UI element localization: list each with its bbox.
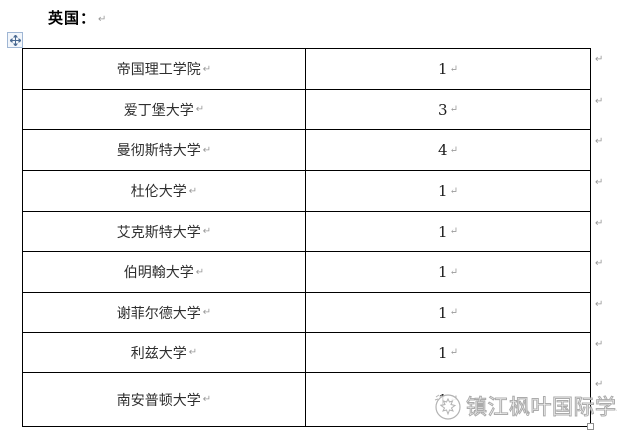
university-name: 南安普顿大学 <box>116 392 201 409</box>
universities-table: 帝国理工学院 ↵ 1 ↵ 爱丁堡大学 ↵ 3 ↵ 曼彻斯特大学 ↵ 4 ↵ 杜伦大学 ↵ 1 ↵… <box>22 48 591 427</box>
university-name: 谢菲尔德大学 <box>116 305 201 322</box>
count-value: 1 <box>438 390 448 409</box>
cell-count[interactable]: 1 ↵ <box>306 212 590 251</box>
cell-university[interactable]: 帝国理工学院 ↵ <box>23 49 306 89</box>
row-end-mark-icon: ↵ <box>595 177 604 188</box>
table-resize-handle[interactable] <box>587 423 594 430</box>
row-end-mark-icon: ↵ <box>595 96 604 107</box>
paragraph-mark-icon: ↵ <box>449 63 458 75</box>
paragraph-mark-icon: ↵ <box>98 14 108 25</box>
cell-count[interactable]: 4 ↵ <box>306 130 590 170</box>
paragraph-mark-icon: ↵ <box>449 266 458 278</box>
cell-university[interactable]: 杜伦大学 ↵ <box>23 171 306 211</box>
university-name: 曼彻斯特大学 <box>116 143 201 159</box>
paragraph-mark-icon: ↵ <box>202 226 212 237</box>
cell-university[interactable]: 曼彻斯特大学 ↵ <box>23 130 306 170</box>
paragraph-mark-icon: ↵ <box>188 347 198 358</box>
row-end-mark-icon: ↵ <box>595 54 604 65</box>
cell-count[interactable]: 1 ↵ <box>306 171 590 211</box>
paragraph-mark-icon: ↵ <box>195 104 205 115</box>
paragraph-mark-icon: ↵ <box>449 394 458 405</box>
table-row: 帝国理工学院 ↵ 1 ↵ <box>23 49 590 90</box>
row-end-mark-icon: ↵ <box>595 218 604 229</box>
row-end-mark-icon: ↵ <box>595 258 604 269</box>
count-value: 3 <box>438 100 448 119</box>
university-name: 爱丁堡大学 <box>123 102 194 119</box>
table-row: 谢菲尔德大学 ↵ 1 ↵ <box>23 293 590 333</box>
row-end-mark-icon: ↵ <box>595 339 604 350</box>
paragraph-mark-icon: ↵ <box>202 394 212 405</box>
cell-count[interactable]: 1 ↵ <box>306 49 590 89</box>
cell-university[interactable]: 利兹大学 ↵ <box>23 333 306 372</box>
paragraph-mark-icon: ↵ <box>449 104 458 115</box>
cell-count[interactable]: 1 ↵ <box>306 373 590 426</box>
cell-university[interactable]: 伯明翰大学 ↵ <box>23 252 306 292</box>
paragraph-mark-icon: ↵ <box>449 185 458 197</box>
heading-uk[interactable]: 英国： ↵ <box>48 7 107 28</box>
table-row: 南安普顿大学 ↵ 1 ↵ <box>23 373 590 426</box>
table-row: 爱丁堡大学 ↵ 3 ↵ <box>23 90 590 130</box>
university-name: 利兹大学 <box>130 345 187 362</box>
cell-university[interactable]: 艾克斯特大学 ↵ <box>23 212 306 251</box>
count-value: 1 <box>438 303 448 322</box>
paragraph-mark-icon: ↵ <box>202 63 212 75</box>
table-row: 曼彻斯特大学 ↵ 4 ↵ <box>23 130 590 171</box>
count-value: 1 <box>438 263 448 281</box>
cell-university[interactable]: 谢菲尔德大学 ↵ <box>23 293 306 332</box>
cell-count[interactable]: 1 ↵ <box>306 252 590 292</box>
paragraph-mark-icon: ↵ <box>449 144 458 156</box>
count-value: 1 <box>438 222 448 241</box>
count-value: 1 <box>438 182 448 200</box>
table-row: 利兹大学 ↵ 1 ↵ <box>23 333 590 373</box>
cell-university[interactable]: 南安普顿大学 ↵ <box>23 373 306 426</box>
paragraph-mark-icon: ↵ <box>449 307 458 318</box>
move-arrows-icon <box>9 34 21 46</box>
table-row: 伯明翰大学 ↵ 1 ↵ <box>23 252 590 293</box>
paragraph-mark-icon: ↵ <box>195 266 205 278</box>
cell-count[interactable]: 1 ↵ <box>306 293 590 332</box>
paragraph-mark-icon: ↵ <box>449 347 458 358</box>
paragraph-mark-icon: ↵ <box>202 307 212 318</box>
university-name: 帝国理工学院 <box>116 62 201 78</box>
row-end-mark-icon: ↵ <box>595 136 604 147</box>
university-name: 艾克斯特大学 <box>116 224 201 241</box>
university-name: 杜伦大学 <box>130 184 187 200</box>
table-row: 艾克斯特大学 ↵ 1 ↵ <box>23 212 590 252</box>
cell-count[interactable]: 1 ↵ <box>306 333 590 372</box>
paragraph-mark-icon: ↵ <box>202 144 212 156</box>
university-name: 伯明翰大学 <box>123 265 194 281</box>
heading-text: 英国： <box>48 9 97 27</box>
table-row: 杜伦大学 ↵ 1 ↵ <box>23 171 590 212</box>
count-value: 1 <box>438 60 448 78</box>
paragraph-mark-icon: ↵ <box>188 185 198 197</box>
count-value: 4 <box>438 141 448 159</box>
cell-count[interactable]: 3 ↵ <box>306 90 590 129</box>
count-value: 1 <box>438 343 448 362</box>
cell-university[interactable]: 爱丁堡大学 ↵ <box>23 90 306 129</box>
row-end-mark-icon: ↵ <box>595 299 604 310</box>
table-move-handle[interactable] <box>7 32 23 48</box>
row-end-mark-icon: ↵ <box>595 379 604 390</box>
paragraph-mark-icon: ↵ <box>449 226 458 237</box>
